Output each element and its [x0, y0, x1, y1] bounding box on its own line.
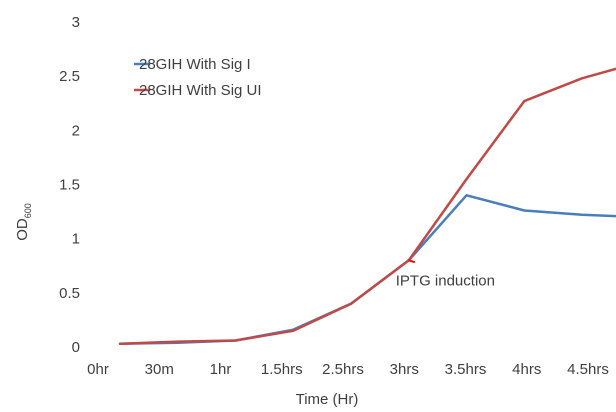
y-axis-title-subscript: 600	[23, 203, 33, 218]
series-line-1	[118, 194, 616, 346]
x-tick-label: 2.5hrs	[322, 361, 364, 378]
legend: 28GIH With Sig I 28GIH With Sig UI	[134, 56, 262, 99]
x-axis: 0hr 30m 1hr 1.5hrs 2.5hrs 3hrs 3.5hrs 4hrs 4.5hr…	[87, 361, 609, 378]
x-tick-label: 0hr	[87, 361, 109, 378]
y-tick-label: 1.5	[59, 177, 80, 194]
x-tick-label: 3.5hrs	[445, 361, 487, 378]
x-tick-label: 3hrs	[390, 361, 419, 378]
x-axis-title: Time (Hr)	[296, 391, 359, 408]
y-tick-label: 1	[72, 231, 80, 248]
x-tick-label: 4hrs	[512, 361, 541, 378]
x-tick-label: 4.5hrs	[567, 361, 609, 378]
series-line-2	[118, 67, 616, 346]
y-axis-title-main: OD	[14, 218, 31, 241]
x-tick-label: 1hr	[210, 361, 232, 378]
x-tick-label: 30m	[145, 361, 174, 378]
legend-label-2: 28GIH With Sig UI	[139, 82, 262, 99]
y-tick-label: 3	[72, 14, 80, 31]
annotation-layer: IPTG induction	[396, 259, 495, 289]
series-layer	[118, 67, 616, 346]
legend-label-1: 28GIH With Sig I	[139, 56, 251, 73]
y-tick-label: 0.5	[59, 285, 80, 302]
annotation-marker	[408, 259, 416, 264]
y-tick-label: 2	[72, 122, 80, 139]
y-tick-label: 0	[72, 339, 80, 356]
y-axis-title: OD600	[14, 203, 33, 241]
y-tick-label: 2.5	[59, 68, 80, 85]
y-axis: 0 0.5 1 1.5 2 2.5 3	[59, 14, 80, 356]
annotation-label: IPTG induction	[396, 272, 495, 289]
x-tick-label: 1.5hrs	[261, 361, 303, 378]
